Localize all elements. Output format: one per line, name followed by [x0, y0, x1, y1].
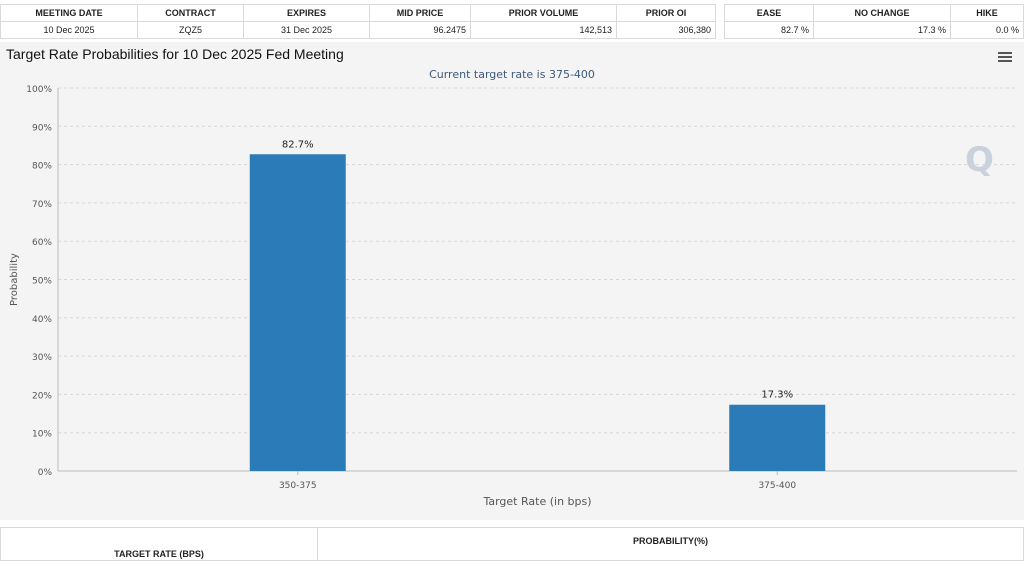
y-tick-label: 60% — [32, 238, 52, 248]
header-hike: HIKE — [950, 4, 1024, 22]
y-tick-label: 0% — [38, 468, 53, 478]
x-tick-label: 375-400 — [758, 481, 796, 491]
y-axis-title: Probability — [9, 253, 20, 306]
y-tick-label: 10% — [32, 430, 52, 440]
probability-outlook-table: EASE NO CHANGE HIKE 82.7 % 17.3 % 0.0 % — [724, 4, 1024, 39]
contract-summary-table: MEETING DATE CONTRACT EXPIRES MID PRICE … — [0, 4, 716, 39]
prior-oi-value: 306,380 — [616, 21, 716, 39]
chart-subtitle: Current target rate is 375-400 — [429, 68, 595, 81]
y-tick-label: 20% — [32, 391, 52, 401]
y-tick-label: 30% — [32, 353, 52, 363]
bar — [729, 404, 826, 471]
contract-value: ZQZ5 — [137, 21, 244, 39]
x-tick-label: 350-375 — [279, 481, 317, 491]
no-change-value: 17.3 % — [813, 21, 951, 39]
chart-panel: Target Rate Probabilities for 10 Dec 202… — [0, 42, 1024, 520]
ease-value: 82.7 % — [724, 21, 814, 39]
y-tick-label: 80% — [32, 162, 52, 172]
header-meeting-date: MEETING DATE — [0, 4, 138, 22]
rate-probability-table: TARGET RATE (BPS) PROBABILITY(%) — [0, 527, 1024, 561]
y-tick-label: 100% — [26, 85, 52, 95]
expires-value: 31 Dec 2025 — [243, 21, 370, 39]
chart-menu-icon[interactable] — [998, 52, 1012, 64]
header-prior-volume: PRIOR VOLUME — [470, 4, 617, 22]
header-target-rate: TARGET RATE (BPS) — [0, 527, 318, 561]
y-tick-label: 40% — [32, 315, 52, 325]
header-expires: EXPIRES — [243, 4, 370, 22]
bar-chart: 0% 10% 20% 30% 40% 50% 60% 70% 80% 90% 100% 82.7% 35… — [9, 85, 1017, 508]
y-tick-label: 90% — [32, 123, 52, 133]
y-tick-label: 50% — [32, 277, 52, 287]
menu-line — [998, 52, 1012, 54]
logo-icon: Q — [965, 140, 994, 180]
header-no-change: NO CHANGE — [813, 4, 951, 22]
y-tick-label: 70% — [32, 200, 52, 210]
header-probability: PROBABILITY(%) — [317, 527, 1024, 561]
header-prior-oi: PRIOR OI — [616, 4, 716, 22]
summary-header-row: MEETING DATE CONTRACT EXPIRES MID PRICE … — [0, 4, 716, 22]
header-ease: EASE — [724, 4, 814, 22]
chart-title: Target Rate Probabilities for 10 Dec 202… — [6, 46, 344, 62]
x-axis-title: Target Rate (in bps) — [482, 495, 591, 508]
bar — [249, 154, 346, 471]
menu-line — [998, 56, 1012, 58]
bar-value-label: 82.7% — [282, 139, 314, 150]
meeting-date-value: 10 Dec 2025 — [0, 21, 138, 39]
summary-data-row: 10 Dec 2025 ZQZ5 31 Dec 2025 96.2475 142… — [0, 21, 716, 39]
hike-value: 0.0 % — [950, 21, 1024, 39]
outlook-data-row: 82.7 % 17.3 % 0.0 % — [724, 21, 1024, 39]
rate-table-header-row: TARGET RATE (BPS) PROBABILITY(%) — [0, 527, 1024, 561]
menu-line — [998, 60, 1012, 62]
header-mid-price: MID PRICE — [369, 4, 471, 22]
header-contract: CONTRACT — [137, 4, 244, 22]
bar-value-label: 17.3% — [761, 390, 793, 401]
mid-price-value: 96.2475 — [369, 21, 471, 39]
outlook-header-row: EASE NO CHANGE HIKE — [724, 4, 1024, 22]
prior-volume-value: 142,513 — [470, 21, 617, 39]
